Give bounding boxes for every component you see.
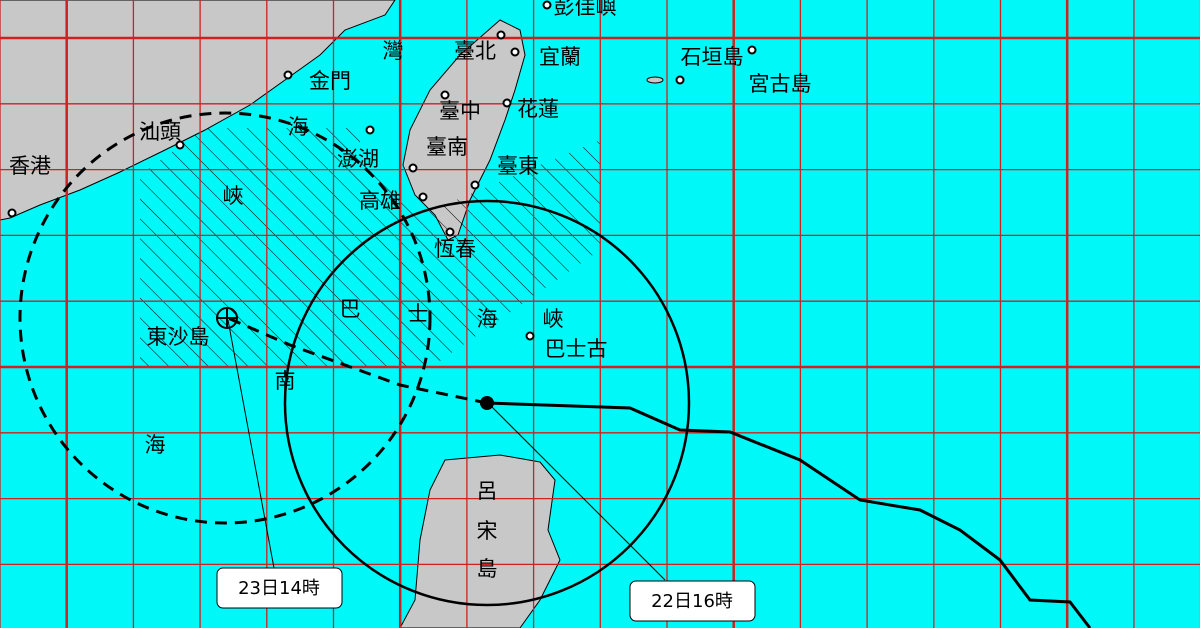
place-label: 海 <box>288 115 309 139</box>
place-label: 呂 <box>477 479 498 503</box>
callout-box <box>629 580 756 622</box>
place-label: 臺南 <box>426 135 468 159</box>
place-dot <box>470 180 480 190</box>
place-dot <box>175 140 185 150</box>
typhoon-center <box>480 396 494 410</box>
place-dot <box>7 208 17 218</box>
place-label: 金門 <box>309 69 351 93</box>
current-circle <box>283 199 691 607</box>
place-label: 島 <box>477 557 498 581</box>
place-labels: 彭佳嶼 臺北 宜蘭 石垣島 宮古島 金門 灣 臺中 花蓮 汕頭 海 澎湖 臺南 … <box>9 0 812 581</box>
place-label: 南 <box>275 369 296 393</box>
place-dot <box>283 70 293 80</box>
place-label: 峽 <box>543 307 564 331</box>
place-label: 高雄 <box>359 189 401 213</box>
callout-label: 23日14時 <box>238 578 320 599</box>
place-label: 宜蘭 <box>539 45 581 69</box>
place-label: 峽 <box>223 184 244 208</box>
place-label: 花蓮 <box>517 97 559 121</box>
place-label: 海 <box>145 433 166 457</box>
place-dot <box>418 192 428 202</box>
place-dot <box>496 30 506 40</box>
place-label: 巴 <box>340 297 361 321</box>
place-label: 澎湖 <box>337 147 379 171</box>
place-label: 香港 <box>9 154 51 178</box>
place-label: 彭佳嶼 <box>554 0 617 19</box>
place-label: 宮古島 <box>749 72 812 96</box>
place-label: 灣 <box>383 39 404 63</box>
place-dot <box>408 163 418 173</box>
past-track <box>486 401 1092 628</box>
island <box>646 76 664 84</box>
place-dot <box>365 125 375 135</box>
place-dot <box>440 90 450 100</box>
callout-line <box>227 319 275 569</box>
callout-box <box>216 567 343 609</box>
place-dot <box>675 75 685 85</box>
place-dot <box>525 331 535 341</box>
place-label: 臺北 <box>454 39 496 63</box>
place-dot <box>502 98 512 108</box>
place-label: 宋 <box>477 519 498 543</box>
place-dot <box>542 0 552 10</box>
callout-line <box>489 404 666 581</box>
forecast-track <box>227 316 488 405</box>
place-dot <box>510 47 520 57</box>
place-label: 汕頭 <box>139 120 181 144</box>
place-dot <box>445 227 455 237</box>
place-label: 海 <box>477 307 498 331</box>
place-label: 臺中 <box>439 99 481 123</box>
place-dot <box>747 45 757 55</box>
forecast-circle <box>18 111 432 525</box>
place-label: 巴士古 <box>545 337 608 361</box>
place-label: 石垣島 <box>681 45 744 69</box>
place-label: 東沙島 <box>147 325 210 349</box>
place-label: 臺東 <box>497 154 539 178</box>
callout-label: 22日16時 <box>651 591 733 612</box>
place-dots <box>7 0 757 341</box>
warning-area <box>140 128 600 368</box>
place-label: 恆春 <box>434 237 476 261</box>
forecast-center-cross <box>217 308 237 328</box>
place-label: 士 <box>408 302 429 326</box>
